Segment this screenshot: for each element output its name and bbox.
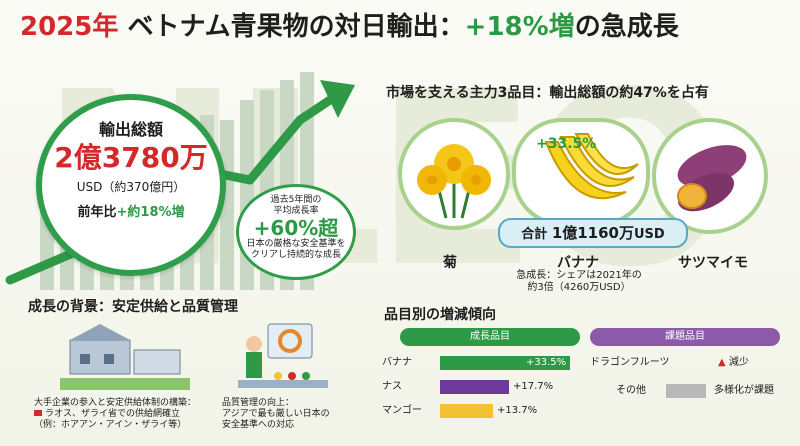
issue-item-label: ドラゴンフルーツ	[590, 357, 670, 368]
banner-prefix: 合計	[521, 227, 548, 242]
growth-item-value: +33.5%	[526, 357, 567, 368]
product-label-chrysanthemum: 菊	[443, 255, 457, 271]
cagr-line2: 平均成長率	[273, 206, 319, 216]
banana-note: 急成長：シェアは2021年の 約3倍（4260万USD）	[514, 270, 644, 294]
growth-item-bar	[440, 404, 493, 418]
total-amount: 2億3780万	[54, 141, 208, 174]
background-right-line1: 品質管理の向上：	[222, 398, 295, 408]
decrease-triangle-icon: ▲	[718, 357, 726, 368]
cagr-line3: 日本の厳格な安全基準を	[246, 239, 346, 249]
banana-circle	[512, 118, 650, 226]
title-growth: +18%増	[464, 12, 575, 42]
quality-control-icon	[238, 323, 328, 388]
growth-item-bar	[440, 356, 570, 370]
product-label-sweet-potato: サツマイモ	[678, 255, 748, 271]
factory-farm-icon	[60, 324, 190, 390]
background-section-title: 成長の背景：安定供給と品質管理	[28, 299, 238, 315]
growth-item-label: マンゴー	[382, 405, 422, 416]
flag-icon	[34, 410, 42, 416]
cagr-line1: 過去5年間の	[270, 195, 322, 205]
total-yoy-value: +約18%増	[116, 205, 185, 220]
sweet-potato-icon	[677, 145, 747, 212]
title-year: 2025年	[20, 12, 119, 42]
total-yoy-prefix: 前年比	[77, 205, 117, 220]
background-right-line3: 安全基準への対応	[222, 420, 295, 430]
banana-growth-label: +33.5%	[536, 136, 597, 152]
banana-icon	[544, 133, 639, 200]
background-left-line1: 大手企業の参入と安定供給体制の構築：	[34, 398, 197, 408]
product-label-banana: バナナ	[557, 255, 599, 271]
issue-item-label: その他	[616, 385, 646, 396]
total-export-bubble: 輸出総額 2億3780万 USD（約370億円） 前年比+約18%増	[36, 94, 226, 276]
background-left-line2: ラオス、ザライ省での供給網確立	[34, 409, 234, 420]
title-end: の急成長	[574, 12, 679, 42]
chrysanthemum-icon	[417, 144, 491, 219]
cagr-line4: クリアし持続的な成長	[250, 250, 341, 260]
cagr-bubble: 過去5年間の 平均成長率 +60%超 日本の厳格な安全基準を クリアし持続的な成…	[236, 184, 356, 280]
chrysanthemum-circle	[398, 118, 510, 230]
total-yoy: 前年比+約18%増	[42, 201, 220, 220]
banner-amount: 1億1160万	[551, 224, 634, 242]
growth-item-label: バナナ	[382, 357, 412, 368]
banana-note-line1: 急成長：シェアは2021年の	[516, 270, 642, 281]
total-label: 輸出総額	[98, 120, 163, 139]
issue-item-value: 多様化が課題	[714, 385, 774, 396]
cagr-value: +60%超	[253, 216, 339, 240]
growth-item-value: +17.7%	[513, 381, 554, 392]
background-left-line3: （例：ホアアン・アイン・ザライ等）	[34, 420, 187, 430]
issue-item-bar	[666, 384, 706, 398]
background-right-text: 品質管理の向上： アジアで最も厳しい日本の 安全基準への対応	[222, 398, 362, 431]
growth-items-header: 成長品目	[400, 328, 580, 346]
trends-section-title: 品目別の増減傾向	[384, 307, 496, 323]
page-title: 2025年 ベトナム青果物の対日輸出：+18%増の急成長	[20, 10, 679, 44]
growth-item-label: ナス	[382, 381, 402, 392]
background-left-text: 大手企業の参入と安定供給体制の構築： ラオス、ザライ省での供給網確立 （例：ホア…	[34, 398, 234, 431]
sweet-potato-circle	[652, 118, 768, 234]
banana-note-line2: 約3倍（4260万USD）	[527, 282, 631, 293]
issue-items-header: 課題品目	[590, 328, 780, 346]
products-section-title: 市場を支える主力3品目：輸出総額の約47%を占有	[386, 85, 709, 101]
issue-item-value: ▲ 減少	[718, 357, 749, 368]
banner-suffix: USD	[634, 227, 665, 242]
title-middle: ベトナム青果物の対日輸出：	[127, 12, 465, 42]
growth-item-bar	[440, 380, 509, 394]
growth-item-value: +13.7%	[497, 405, 538, 416]
total-top3-banner: 合計 1億1160万USD	[498, 218, 688, 248]
total-usd: USD（約370億円）	[76, 180, 186, 194]
background-right-line2: アジアで最も厳しい日本の	[222, 409, 330, 419]
